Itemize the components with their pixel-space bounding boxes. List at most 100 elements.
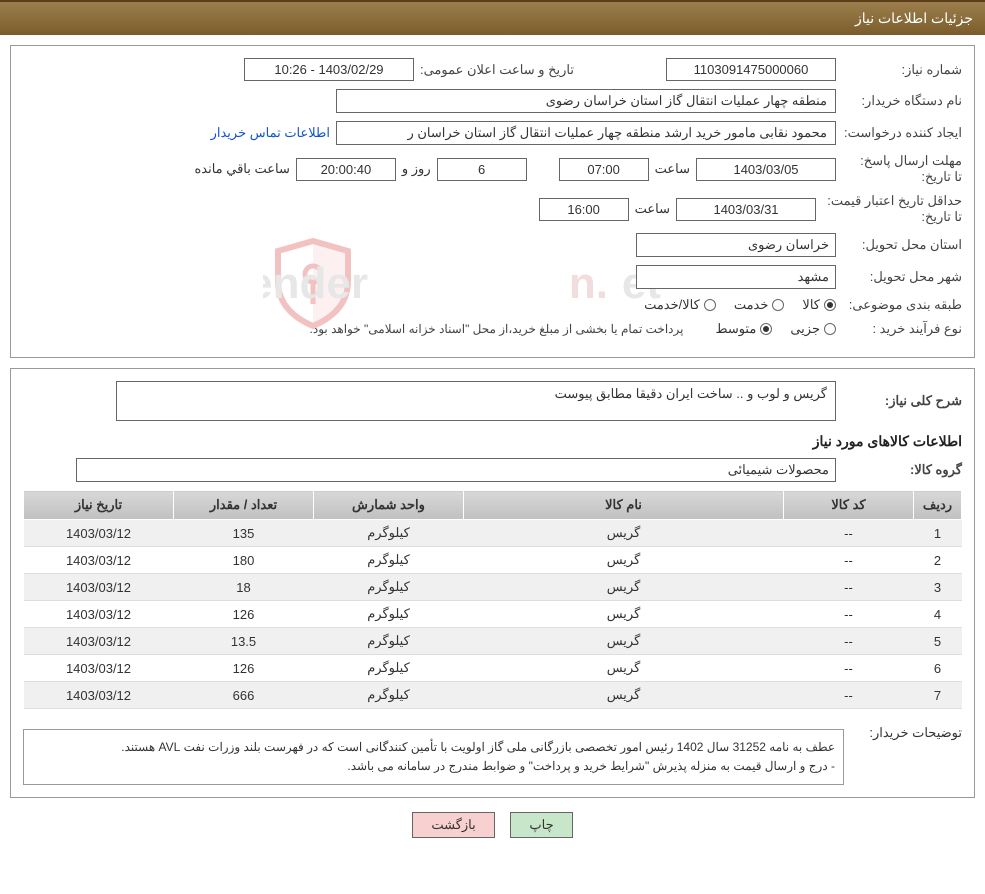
row-category: طبقه بندی موضوعی: کالا خدمت کالا/خدمت [23,297,962,313]
cell-date: 1403/03/12 [24,655,174,682]
need-no-value: 1103091475000060 [666,58,836,81]
cell-date: 1403/03/12 [24,520,174,547]
items-table: ردیف کد کالا نام کالا واحد شمارش تعداد /… [23,490,962,709]
cell-unit: کیلوگرم [314,655,464,682]
buyer-note-label: توضیحات خریدار: [852,719,962,741]
row-min-valid: حداقل تاریخ اعتبار قیمت: تا تاریخ: 1403/… [23,193,962,225]
cell-code: -- [784,574,914,601]
deadline-date: 1403/03/05 [696,158,836,181]
process-radios: جزیی متوسط [715,321,836,337]
cell-code: -- [784,601,914,628]
days-value: 6 [437,158,527,181]
cell-qty: 135 [174,520,314,547]
row-province: استان محل تحویل: خراسان رضوی [23,233,962,257]
cell-code: -- [784,682,914,709]
cell-row: 5 [914,628,962,655]
cell-name: گریس [464,574,784,601]
cell-code: -- [784,547,914,574]
cell-row: 7 [914,682,962,709]
min-valid-time: 16:00 [539,198,629,221]
cell-name: گریس [464,682,784,709]
cell-qty: 18 [174,574,314,601]
back-button[interactable]: بازگشت [412,812,494,838]
category-label: طبقه بندی موضوعی: [842,297,962,313]
cell-unit: کیلوگرم [314,682,464,709]
table-row: 6--گریسکیلوگرم1261403/03/12 [24,655,962,682]
remain-label: ساعت باقي مانده [194,161,289,177]
creator-label: ایجاد کننده درخواست: [842,125,962,141]
th-name: نام کالا [464,491,784,520]
cell-row: 2 [914,547,962,574]
cell-unit: کیلوگرم [314,520,464,547]
contact-link[interactable]: اطلاعات تماس خریدار [211,125,330,141]
cell-qty: 13.5 [174,628,314,655]
countdown: 20:00:40 [296,158,396,181]
cell-qty: 666 [174,682,314,709]
radio-medium[interactable] [760,323,772,335]
cell-name: گریس [464,628,784,655]
cell-row: 3 [914,574,962,601]
cell-code: -- [784,628,914,655]
overall-label: شرح کلی نیاز: [842,393,962,409]
cell-date: 1403/03/12 [24,628,174,655]
days-label: روز و [402,161,431,177]
time-label-2: ساعت [635,201,670,217]
radio-goods[interactable] [824,299,836,311]
radio-goods-service[interactable] [704,299,716,311]
buyer-label: نام دستگاه خریدار: [842,93,962,109]
page-title: جزئیات اطلاعات نیاز [855,10,973,26]
table-header-row: ردیف کد کالا نام کالا واحد شمارش تعداد /… [24,491,962,520]
category-radios: کالا خدمت کالا/خدمت [644,297,836,313]
cell-name: گریس [464,520,784,547]
buyer-value: منطقه چهار عملیات انتقال گاز استان خراسا… [336,89,836,113]
table-row: 4--گریسکیلوگرم1261403/03/12 [24,601,962,628]
min-valid-label: حداقل تاریخ اعتبار قیمت: تا تاریخ: [822,193,962,225]
cell-row: 1 [914,520,962,547]
cell-unit: کیلوگرم [314,547,464,574]
deadline-label: مهلت ارسال پاسخ: تا تاریخ: [842,153,962,185]
cell-unit: کیلوگرم [314,574,464,601]
creator-value: محمود نقابی مامور خرید ارشد منطقه چهار ع… [336,121,836,145]
row-city: شهر محل تحویل: مشهد [23,265,962,289]
details-panel: AriaTender .n et شماره نیاز: 11030914750… [10,45,975,358]
items-panel: شرح کلی نیاز: گریس و لوب و .. ساخت ایران… [10,368,975,798]
cell-name: گریس [464,547,784,574]
time-label-1: ساعت [655,161,690,177]
buyer-note-text: عطف به نامه 31252 سال 1402 رئیس امور تخص… [23,729,844,785]
row-deadline: مهلت ارسال پاسخ: تا تاریخ: 1403/03/05 سا… [23,153,962,185]
city-label: شهر محل تحویل: [842,269,962,285]
group-label: گروه کالا: [842,462,962,478]
table-row: 3--گریسکیلوگرم181403/03/12 [24,574,962,601]
row-group: گروه کالا: محصولات شیمیائی [23,458,962,482]
row-overall: شرح کلی نیاز: گریس و لوب و .. ساخت ایران… [23,381,962,421]
cell-code: -- [784,520,914,547]
items-heading: اطلاعات کالاهای مورد نیاز [23,433,962,450]
cell-date: 1403/03/12 [24,682,174,709]
table-row: 7--گریسکیلوگرم6661403/03/12 [24,682,962,709]
radio-service[interactable] [772,299,784,311]
table-row: 1--گریسکیلوگرم1351403/03/12 [24,520,962,547]
province-value: خراسان رضوی [636,233,836,257]
process-label: نوع فرآیند خرید : [842,321,962,337]
cell-unit: کیلوگرم [314,628,464,655]
radio-partial[interactable] [824,323,836,335]
group-value: محصولات شیمیائی [76,458,836,482]
cell-code: -- [784,655,914,682]
city-value: مشهد [636,265,836,289]
print-button[interactable]: چاپ [510,812,572,838]
cell-date: 1403/03/12 [24,547,174,574]
cell-name: گریس [464,655,784,682]
buyer-note-row: توضیحات خریدار: عطف به نامه 31252 سال 14… [23,719,962,785]
cell-qty: 126 [174,601,314,628]
need-no-label: شماره نیاز: [842,62,962,78]
cell-unit: کیلوگرم [314,601,464,628]
cell-qty: 180 [174,547,314,574]
page-header: جزئیات اطلاعات نیاز [0,0,985,35]
deadline-time: 07:00 [559,158,649,181]
row-creator: ایجاد کننده درخواست: محمود نقابی مامور خ… [23,121,962,145]
min-valid-date: 1403/03/31 [676,198,816,221]
announce-value: 1403/02/29 - 10:26 [244,58,414,81]
process-note: پرداخت تمام یا بخشی از مبلغ خرید،از محل … [310,322,684,336]
announce-label: تاریخ و ساعت اعلان عمومی: [420,62,574,78]
table-row: 5--گریسکیلوگرم13.51403/03/12 [24,628,962,655]
